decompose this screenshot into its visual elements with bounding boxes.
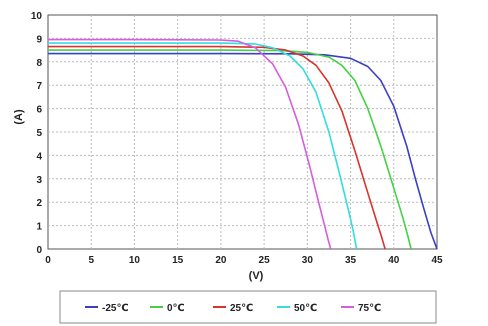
y-axis-label: (A) bbox=[13, 109, 25, 125]
legend-label-2: 25℃ bbox=[230, 303, 253, 314]
x-tick-label: 40 bbox=[388, 255, 400, 266]
y-tick-label: 7 bbox=[36, 81, 42, 92]
series-line-3 bbox=[48, 42, 358, 250]
y-tick-label: 5 bbox=[36, 128, 42, 139]
legend-items: -25℃ 0℃ 25℃ 50℃ 75℃ bbox=[85, 303, 381, 314]
x-tick-label: 30 bbox=[302, 255, 314, 266]
y-axis: 0 1 2 3 4 5 6 7 8 9 10 bbox=[31, 11, 43, 256]
x-tick-label: 25 bbox=[259, 255, 271, 266]
y-tick-label: 3 bbox=[36, 175, 42, 186]
x-axis-label: (V) bbox=[249, 270, 264, 282]
x-tick-label: 45 bbox=[431, 255, 443, 266]
y-tick-label: 6 bbox=[36, 105, 42, 116]
x-tick-label: 15 bbox=[172, 255, 184, 266]
x-tick-label: 0 bbox=[45, 255, 51, 266]
x-tick-label: 10 bbox=[129, 255, 141, 266]
x-tick-label: 20 bbox=[215, 255, 227, 266]
legend bbox=[59, 290, 437, 324]
series-line-2 bbox=[48, 45, 386, 250]
legend-label-1: 0℃ bbox=[167, 303, 185, 314]
series-line-0 bbox=[48, 52, 438, 250]
y-tick-label: 9 bbox=[36, 34, 42, 45]
y-tick-label: 2 bbox=[36, 198, 42, 209]
y-tick-label: 1 bbox=[36, 222, 42, 233]
y-tick-label: 4 bbox=[36, 151, 42, 162]
y-tick-label: 0 bbox=[36, 245, 42, 256]
series-line-1 bbox=[48, 49, 412, 250]
series-line-4 bbox=[48, 38, 332, 250]
y-tick-label: 10 bbox=[31, 11, 43, 22]
legend-label-3: 50℃ bbox=[294, 303, 317, 314]
legend-label-0: -25℃ bbox=[102, 303, 129, 314]
y-tick-label: 8 bbox=[36, 58, 42, 69]
gridlines bbox=[48, 15, 437, 249]
x-tick-label: 5 bbox=[88, 255, 94, 266]
series-layer bbox=[48, 38, 438, 250]
x-axis: 0 5 10 15 20 25 30 35 40 45 bbox=[45, 255, 443, 266]
x-tick-label: 35 bbox=[345, 255, 357, 266]
legend-label-4: 75℃ bbox=[358, 303, 381, 314]
